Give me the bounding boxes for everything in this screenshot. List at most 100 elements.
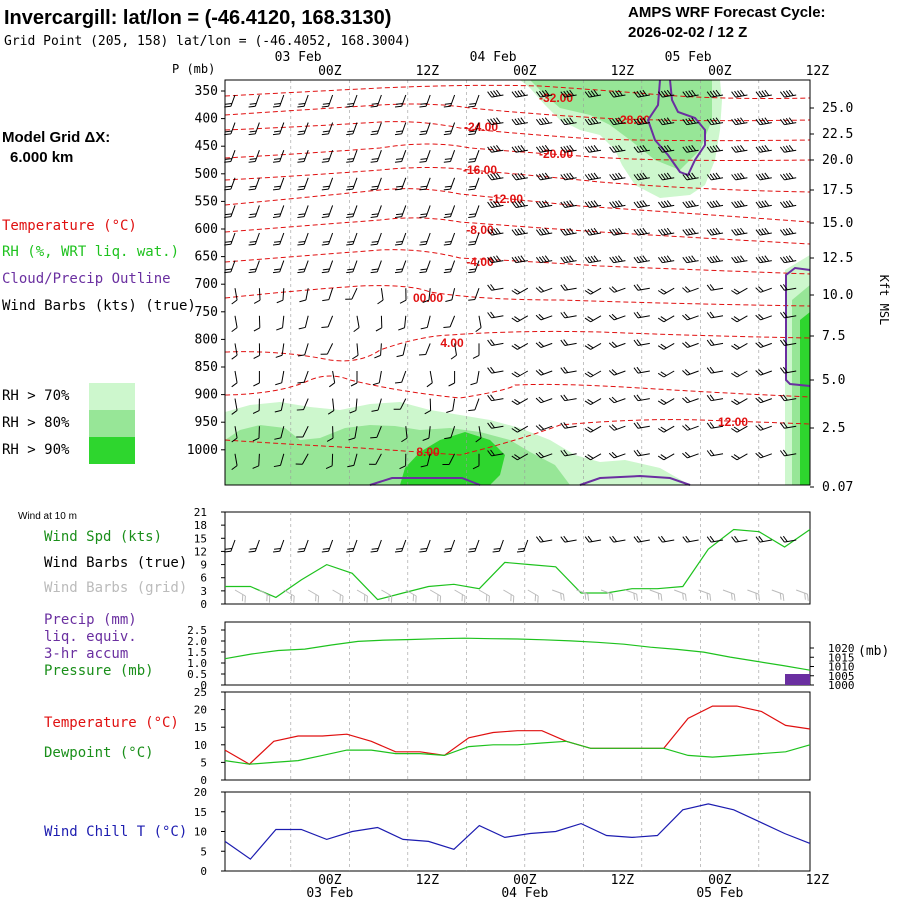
wind-barb xyxy=(231,370,238,388)
wind-barb xyxy=(444,426,456,440)
wind-barb xyxy=(325,453,334,470)
height-axis-label: Kft MSL xyxy=(877,275,891,326)
wind-barb xyxy=(347,453,358,468)
wind-barb xyxy=(419,260,431,274)
wind-barb xyxy=(326,426,334,442)
rh-bin-80-label: RH > 80% xyxy=(2,415,70,431)
height-tick-2.5: 2.5 xyxy=(822,421,845,436)
wind-barb xyxy=(535,145,553,153)
wind-barb xyxy=(633,227,650,236)
wind-barb xyxy=(731,172,748,181)
wind-barb xyxy=(633,284,650,291)
wind-barb xyxy=(234,589,246,603)
pressure-tick-750: 750 xyxy=(195,305,218,320)
wind-barb xyxy=(468,122,480,136)
wind-barb xyxy=(755,145,772,153)
wind-tick: 18 xyxy=(194,519,207,532)
top-time-tick: 00Z xyxy=(708,64,732,79)
wind-barb xyxy=(231,426,238,443)
wind-barb xyxy=(273,453,285,468)
temp-tick: 25 xyxy=(194,686,207,699)
wind-barb xyxy=(779,284,797,291)
wind-barb xyxy=(560,117,577,126)
wind-barb xyxy=(755,313,772,321)
temp-contour-line xyxy=(224,103,811,122)
wind-barb xyxy=(609,172,626,181)
wind-barb xyxy=(252,398,260,414)
wind-barb xyxy=(535,200,553,208)
wind-barb xyxy=(454,589,466,603)
wind-barb xyxy=(779,366,797,374)
wind-barb xyxy=(657,453,675,461)
height-tick-0.07: 0.07 xyxy=(822,480,853,495)
wind-barb xyxy=(511,425,529,433)
temp-contour-line xyxy=(224,249,811,275)
wind-barb xyxy=(584,342,602,350)
wind-barb xyxy=(370,94,382,108)
wind-barb xyxy=(560,449,577,457)
height-tick-12.5: 12.5 xyxy=(822,251,853,266)
wind-barb xyxy=(755,341,772,348)
wind-tick: 9 xyxy=(200,559,207,572)
wind-barb xyxy=(755,424,772,431)
wind-barb xyxy=(394,205,407,218)
pressure-label: Pressure (mb) xyxy=(44,663,154,679)
wind-barb xyxy=(535,255,553,264)
wind-barb xyxy=(320,343,334,355)
wind-barb xyxy=(682,424,699,431)
wind-barb xyxy=(560,339,577,346)
temp-tick: 0 xyxy=(200,774,207,787)
wind-barb xyxy=(657,535,675,543)
wind-barb xyxy=(706,449,724,457)
precip-tick: 0 xyxy=(200,679,207,692)
wind-barb xyxy=(511,342,529,350)
wind-barb xyxy=(706,200,724,208)
precip-tick: 2.0 xyxy=(187,635,207,648)
pressure-axis-label: P (mb) xyxy=(172,62,215,76)
wind-barb xyxy=(511,227,528,236)
wind-barb xyxy=(657,145,675,153)
wind-barb xyxy=(552,589,565,601)
wind-barb xyxy=(276,288,285,304)
wind-barb xyxy=(516,539,529,553)
wind-barb xyxy=(511,370,529,378)
wind-barb xyxy=(248,260,260,274)
wind-barb xyxy=(370,150,382,163)
wind-barb xyxy=(275,370,285,386)
pressure-tick: 1015 xyxy=(828,651,855,664)
wind-barb xyxy=(487,394,504,402)
wind-barb xyxy=(295,453,309,465)
cross-section-gridlines xyxy=(290,80,760,485)
precip-tick: 1.5 xyxy=(187,646,207,659)
wind-barb xyxy=(350,371,358,387)
wind-barb xyxy=(609,227,626,236)
bottom-date-label: 04 Feb xyxy=(501,886,548,900)
wind-barb xyxy=(272,539,285,553)
wind-barb xyxy=(321,539,334,553)
temp-contour-label: 00.00 xyxy=(413,291,443,305)
wind-chill-line xyxy=(224,803,811,860)
wind-barb xyxy=(346,94,358,108)
wind-barb xyxy=(731,535,748,543)
wind-barb xyxy=(442,453,456,465)
wind-barb xyxy=(248,539,260,553)
temp-contour-line xyxy=(224,217,811,245)
wind-tick: 21 xyxy=(194,506,207,519)
wind-barb xyxy=(633,449,650,457)
pressure-tick-550: 550 xyxy=(195,194,218,209)
wind-barb xyxy=(682,117,699,126)
wind-barb xyxy=(560,311,577,319)
wind-barb xyxy=(248,150,260,163)
wind-barb xyxy=(779,394,797,402)
wind-barb xyxy=(370,205,382,218)
wind-barb xyxy=(608,396,626,404)
wind-barb xyxy=(443,122,456,136)
wind-barb xyxy=(253,343,261,359)
temp-tick: 20 xyxy=(194,704,207,717)
wind-barb xyxy=(231,288,238,305)
wind-barb xyxy=(419,150,431,163)
wind-barb xyxy=(779,117,797,126)
wind-barb xyxy=(468,205,480,218)
height-tick-15.0: 15.0 xyxy=(822,216,853,231)
chill-tick: 10 xyxy=(194,826,207,839)
